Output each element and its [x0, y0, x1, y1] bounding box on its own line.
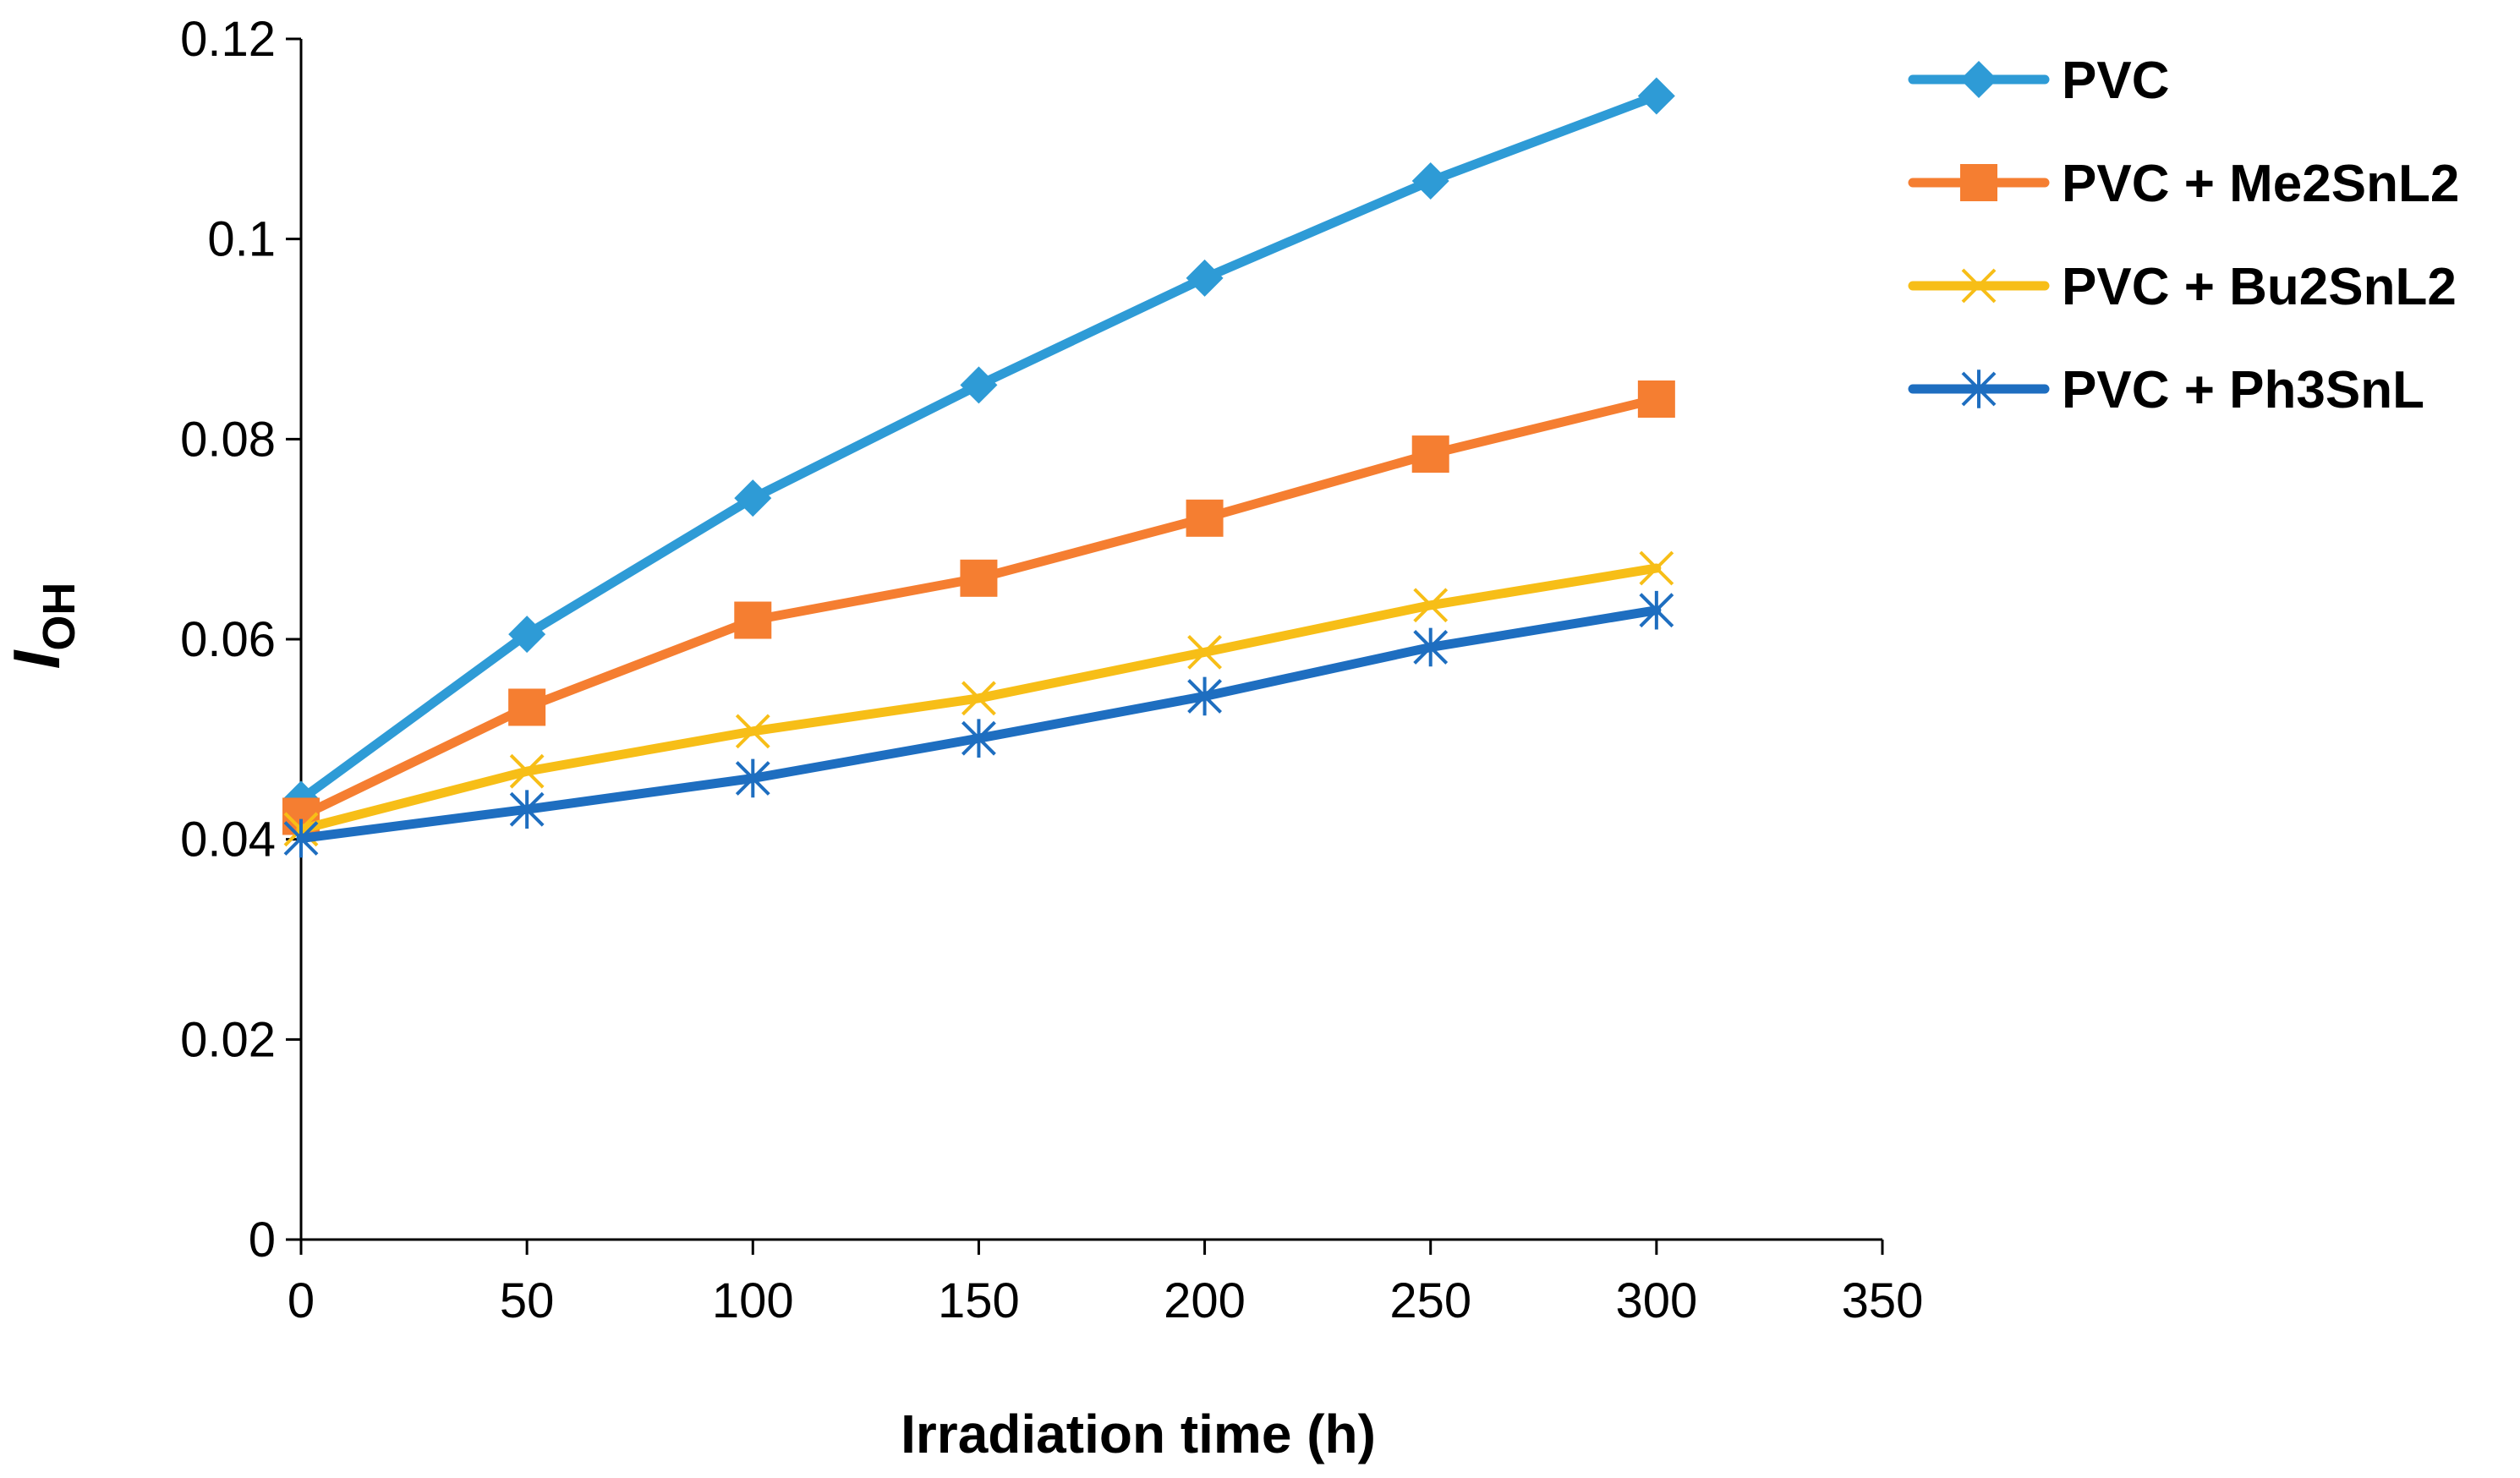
data-point	[508, 616, 546, 654]
data-point	[735, 758, 770, 798]
y-tick-label: 0.12	[180, 12, 276, 67]
legend: PVC PVC + Me2SnL2 PVC + Bu2SnL2 PVC + Ph3Sn…	[1908, 52, 2459, 419]
data-point	[961, 681, 996, 716]
legend-marker	[1961, 268, 1997, 304]
data-point	[1187, 676, 1222, 716]
legend-label: PVC + Bu2SnL2	[2062, 258, 2457, 316]
data-point	[1637, 380, 1675, 418]
x-tick-label: 150	[938, 1273, 1020, 1328]
y-axis-title-subscript: OH	[34, 583, 85, 651]
x-axis-title: Irradiation time (h)	[901, 1404, 1376, 1464]
x-tick-label: 100	[712, 1273, 794, 1328]
series-pvc-me2snl2	[282, 380, 1675, 835]
legend-label: PVC + Ph3SnL	[2062, 361, 2424, 419]
data-point	[734, 479, 772, 517]
x-tick-label: 250	[1389, 1273, 1471, 1328]
y-tick-label: 0.04	[180, 813, 276, 868]
data-point	[735, 714, 770, 749]
x-tick-label: 200	[1164, 1273, 1246, 1328]
series-pvc-bu2snl2	[283, 550, 1674, 847]
data-point	[1411, 162, 1449, 200]
x-tick-label: 50	[500, 1273, 555, 1328]
legend-label: PVC	[2062, 52, 2169, 110]
legend-marker	[1961, 370, 1997, 408]
data-point	[1639, 590, 1674, 630]
data-point	[1186, 499, 1224, 537]
data-point	[283, 818, 319, 858]
y-tick-label: 0	[249, 1213, 276, 1267]
series-layer	[282, 77, 1675, 858]
legend-item: PVC + Me2SnL2	[1908, 155, 2459, 213]
data-point	[509, 790, 545, 829]
data-point	[960, 366, 998, 404]
series-pvc-ph3snl	[283, 590, 1674, 858]
y-axis-title-main: I	[0, 649, 74, 669]
x-tick-label: 350	[1842, 1273, 1924, 1328]
y-tick-label: 0.08	[180, 412, 276, 467]
y-tick-label: 0.06	[180, 612, 276, 667]
legend-item: PVC + Ph3SnL	[1908, 361, 2424, 419]
data-point	[1411, 435, 1449, 474]
data-point	[1413, 627, 1449, 667]
data-point	[508, 688, 546, 726]
y-axis-title: IOH	[0, 583, 85, 670]
data-point	[1186, 259, 1224, 297]
y-tick-label: 0.02	[180, 1012, 276, 1067]
legend-marker	[1960, 61, 1997, 98]
svg-text:IOH: IOH	[0, 583, 85, 670]
y-tick-label: 0.1	[207, 212, 276, 267]
data-point	[734, 601, 772, 639]
x-tick-label: 0	[288, 1273, 315, 1328]
data-point	[1187, 634, 1222, 670]
y-ticks: 0 0.02 0.04 0.06 0.08 0.1 0.12	[180, 12, 301, 1267]
data-point	[509, 753, 545, 789]
data-point	[1639, 550, 1674, 586]
x-ticks: 0 50 100 150 200 250 300 350	[288, 1240, 1924, 1328]
legend-item: PVC + Bu2SnL2	[1908, 258, 2457, 316]
x-tick-label: 300	[1615, 1273, 1697, 1328]
legend-item: PVC	[1908, 52, 2169, 110]
data-point	[1637, 77, 1675, 115]
data-point	[961, 719, 996, 758]
data-point	[1413, 588, 1449, 623]
legend-marker	[1960, 164, 1997, 201]
legend-label: PVC + Me2SnL2	[2062, 155, 2459, 213]
data-point	[960, 559, 998, 597]
